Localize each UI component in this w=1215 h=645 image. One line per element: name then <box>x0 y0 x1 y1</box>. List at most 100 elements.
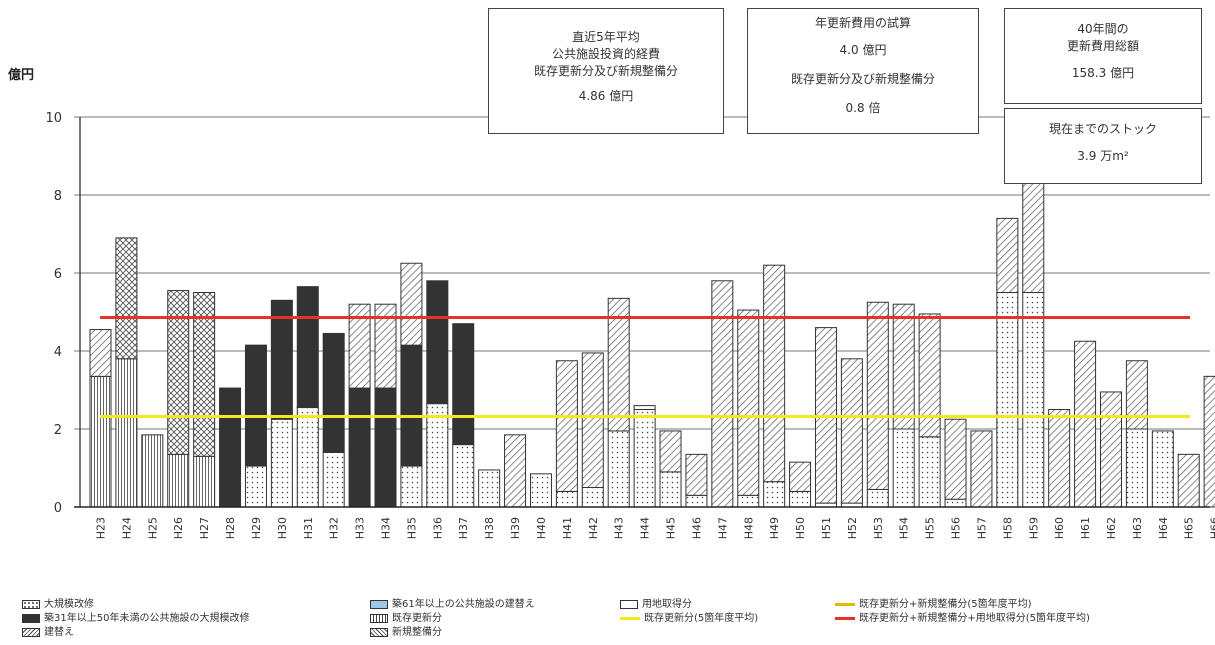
x-tick-label: H58 <box>1001 517 1014 539</box>
bar-segment <box>866 488 889 508</box>
bar-segment <box>763 264 786 483</box>
x-tick-label: H44 <box>639 517 652 539</box>
x-tick-label: H38 <box>483 517 496 539</box>
legend-item: 建替え <box>22 627 74 639</box>
bar-segment <box>607 297 630 432</box>
x-tick-label: H52 <box>846 517 859 539</box>
bar-segment <box>89 375 112 508</box>
annotation-renewal-estimate: 年更新費用の試算 4.0 億円 既存更新分及び新規整備分 0.8 倍 <box>747 8 979 134</box>
bar-segment <box>789 490 812 508</box>
bar-segment <box>1151 430 1174 508</box>
bar-segment <box>141 434 164 508</box>
bars <box>89 169 1215 508</box>
y-tick-label: 4 <box>54 345 62 360</box>
annotation-value: 158.3 億円 <box>1071 66 1135 80</box>
legend-line-swatch <box>835 616 855 620</box>
x-tick-label: H57 <box>975 517 988 539</box>
bar-segment <box>685 494 708 508</box>
bar-segment <box>918 313 941 438</box>
annotation-value: 3.9 万m² <box>1077 149 1129 163</box>
x-tick-label: H49 <box>768 517 781 539</box>
bar-segment <box>581 487 604 508</box>
legend-item: 築31年以上50年未満の公共施設の大規模改修 <box>22 613 249 625</box>
legend-swatch <box>370 627 388 637</box>
y-tick-label: 2 <box>54 423 62 438</box>
legend-item: 大規模改修 <box>22 599 94 611</box>
legend-label: 既存更新分+新規整備分+用地取得分(5箇年度平均) <box>859 613 1090 624</box>
x-tick-label: H65 <box>1183 517 1196 539</box>
x-tick-label: H43 <box>613 517 626 539</box>
bar-segment <box>996 217 1019 293</box>
bar-segment <box>322 332 345 453</box>
annotation-line: 公共施設投資的経費 <box>551 47 660 61</box>
annotation-line: 既存更新分及び新規整備分 <box>533 64 678 78</box>
bar-segment <box>167 453 190 508</box>
legend-label: 築31年以上50年未満の公共施設の大規模改修 <box>44 613 250 624</box>
bar-segment <box>685 453 708 496</box>
bar-segment <box>219 387 242 508</box>
legend-item: 既存更新分(5箇年度平均) <box>620 613 758 625</box>
legend-swatch <box>370 599 388 609</box>
x-tick-label: H61 <box>1079 517 1092 539</box>
legend-label: 既存更新分(5箇年度平均) <box>644 613 759 624</box>
annotation-total-cost: 40年間の 更新費用総額 158.3 億円 <box>1004 8 1202 104</box>
bar-segment <box>944 498 967 508</box>
x-tick-label: H24 <box>120 517 133 539</box>
bar-segment <box>1203 375 1215 508</box>
bar-segment <box>737 309 760 496</box>
bar-segment <box>193 455 216 508</box>
bar-segment <box>633 409 656 508</box>
bar-segment <box>348 387 371 508</box>
legend-item: 既存更新分+新規整備分(5箇年度平均) <box>835 599 1032 611</box>
bar-segment <box>400 465 423 508</box>
bar-segment <box>1099 391 1122 508</box>
bar-segment <box>1177 453 1200 508</box>
x-tick-label: H56 <box>950 517 963 539</box>
legend-line-swatch <box>620 616 640 620</box>
annotation-line: 現在までのストック <box>1048 122 1157 136</box>
annotation-line: 直近5年平均 <box>572 30 640 44</box>
x-tick-label: H27 <box>198 517 211 539</box>
annotation-stock: 現在までのストック 3.9 万m² <box>1004 108 1202 184</box>
legend-label: 既存更新分 <box>392 613 442 624</box>
legend-label: 大規模改修 <box>44 599 94 610</box>
bar-segment <box>633 405 656 411</box>
y-axis-label: 億円 <box>8 68 35 83</box>
x-tick-label: H55 <box>924 517 937 539</box>
x-tick-label: H50 <box>794 517 807 539</box>
bar-segment <box>892 303 915 430</box>
bar-segment <box>452 323 475 446</box>
x-tick-label: H47 <box>716 517 729 539</box>
x-tick-label: H36 <box>431 517 444 539</box>
bar-segment <box>322 451 345 508</box>
bar-segment <box>840 358 863 504</box>
bar-segment <box>244 465 267 508</box>
legend-item: 既存更新分 <box>370 613 442 625</box>
bar-segment <box>1074 340 1097 508</box>
x-tick-label: H51 <box>820 517 833 539</box>
bar-segment <box>555 490 578 508</box>
annotation-line: 年更新費用の試算 <box>814 16 911 30</box>
bar-segment <box>581 352 604 489</box>
annotation-investment-average: 直近5年平均 公共施設投資的経費 既存更新分及び新規整備分 4.86 億円 <box>488 8 724 134</box>
bar-segment <box>659 430 682 473</box>
x-tick-label: H59 <box>1027 517 1040 539</box>
bar-segment <box>607 430 630 508</box>
annotation-line: 更新費用総額 <box>1066 39 1139 53</box>
x-tick-label: H34 <box>380 517 393 539</box>
legend-swatch <box>22 599 40 609</box>
legend-item: 既存更新分+新規整備分+用地取得分(5箇年度平均) <box>835 613 1090 625</box>
legend-item: 新規整備分 <box>370 627 442 639</box>
bar-segment <box>555 360 578 492</box>
x-tick-label: H40 <box>535 517 548 539</box>
bar-segment <box>1125 360 1148 430</box>
bar-segment <box>296 407 319 508</box>
legend-label: 既存更新分+新規整備分(5箇年度平均) <box>859 599 1032 610</box>
legend-item: 築61年以上の公共施設の建替え <box>370 599 535 611</box>
x-tick-label: H31 <box>302 517 315 539</box>
bar-segment <box>374 303 397 389</box>
annotation-line: 40年間の <box>1077 22 1129 36</box>
bar-segment <box>348 303 371 389</box>
bar-segment <box>244 344 267 467</box>
